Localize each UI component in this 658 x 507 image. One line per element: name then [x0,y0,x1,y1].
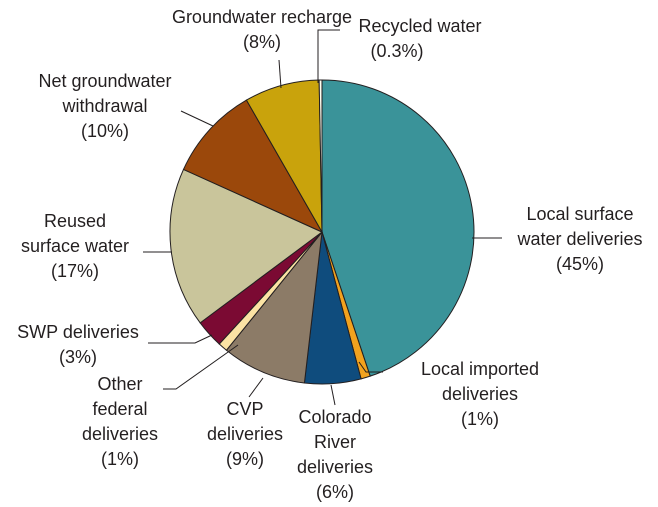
leader-line [248,377,264,398]
leader-line [278,59,282,89]
leader-line [163,344,239,390]
pie-slice [169,168,323,324]
slice-label: deliveries [442,384,518,404]
slice-value-label: (10%) [81,121,129,141]
slice-label: deliveries [82,424,158,444]
slice-label: withdrawal [61,96,147,116]
slice-value-label: (1%) [101,449,139,469]
leader-line [358,361,383,373]
slice-label: Local surface [526,204,633,224]
slice-value-label: (6%) [316,482,354,502]
slice-label: deliveries [297,457,373,477]
slice-label: federal [92,399,147,419]
leader-line [148,334,213,344]
slice-label: Net groundwater [38,71,171,91]
slice-label: Groundwater recharge [172,7,352,27]
leader-line [317,29,340,83]
slice-value-label: (9%) [226,449,264,469]
slice-value-label: (17%) [51,261,99,281]
leader-line [330,384,336,406]
slice-label: Colorado [298,407,371,427]
slice-label: deliveries [207,424,283,444]
slice-label: Other [97,374,142,394]
slice-label: Recycled water [358,16,481,36]
slice-value-label: (45%) [556,254,604,274]
slice-value-label: (3%) [59,347,97,367]
slice-value-label: (0.3%) [370,41,423,61]
pie-slice [321,79,475,377]
slice-label: surface water [21,236,129,256]
slice-label: CVP [226,399,263,419]
leader-line [180,110,214,127]
slice-label: water deliveries [516,229,642,249]
pie-slice [182,99,324,234]
slice-label: River [314,432,356,452]
slice-label: SWP deliveries [17,322,139,342]
slice-label: Local imported [421,359,539,379]
pie-slice [225,230,323,384]
slice-label: Reused [44,211,106,231]
slice-value-label: (8%) [243,32,281,52]
slice-value-label: (1%) [461,409,499,429]
pie-slice [318,79,323,233]
